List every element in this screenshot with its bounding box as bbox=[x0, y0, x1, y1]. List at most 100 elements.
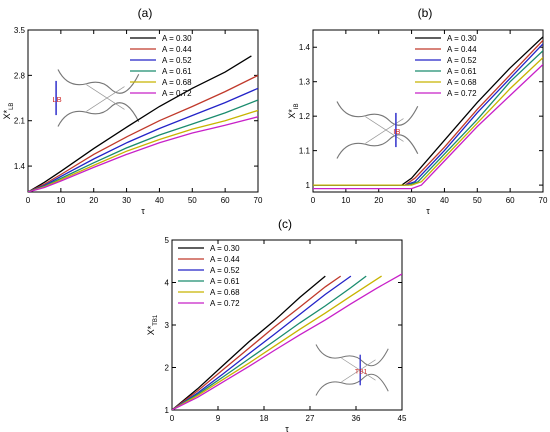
inset-guide-lines bbox=[365, 116, 404, 144]
x-tick-label: 60 bbox=[221, 196, 230, 205]
y-tick-label: 1.2 bbox=[299, 112, 311, 121]
inset-outline bbox=[336, 101, 419, 159]
x-tick-label: 40 bbox=[440, 196, 449, 205]
series-line-0 bbox=[172, 275, 326, 410]
inset-label: IB bbox=[393, 127, 400, 136]
x-tick-label: 10 bbox=[56, 196, 65, 205]
legend-entry-1: A = 0.44 bbox=[447, 45, 477, 54]
series-group bbox=[28, 55, 258, 192]
panel-0: (a) 0 10 20 30 40 50 60 70 1.4 2.1 2.8 3.5 τ X*LB LB A =… bbox=[2, 6, 263, 216]
legend-entry-2: A = 0.52 bbox=[210, 266, 240, 275]
x-tick-label: 36 bbox=[352, 414, 361, 423]
x-tick-label: 40 bbox=[155, 196, 164, 205]
series-line-5 bbox=[313, 64, 543, 190]
series-line-1 bbox=[28, 74, 258, 192]
inset-guide-lines bbox=[341, 357, 376, 383]
series-line-1 bbox=[313, 39, 543, 186]
legend-entry-5: A = 0.72 bbox=[447, 89, 477, 98]
inset-guide-lines bbox=[86, 84, 125, 112]
panel-label: (c) bbox=[278, 217, 292, 231]
y-axis-label-subscript: IB bbox=[294, 103, 300, 109]
y-tick-label: 3 bbox=[165, 321, 170, 330]
legend-entry-5: A = 0.72 bbox=[210, 299, 240, 308]
x-tick-label: 70 bbox=[539, 196, 548, 205]
series-line-2 bbox=[172, 275, 352, 410]
legend-entry-2: A = 0.52 bbox=[162, 56, 192, 65]
legend-entry-4: A = 0.68 bbox=[162, 78, 192, 87]
series-line-3 bbox=[28, 99, 258, 192]
legend-entry-2: A = 0.52 bbox=[447, 56, 477, 65]
series-line-3 bbox=[172, 275, 367, 410]
x-tick-label: 50 bbox=[473, 196, 482, 205]
y-tick-label: 1.4 bbox=[14, 162, 26, 171]
y-axis-label-subscript: TB1 bbox=[153, 314, 159, 326]
y-tick-label: 3.5 bbox=[14, 26, 26, 35]
x-tick-label: 27 bbox=[306, 414, 315, 423]
legend-entry-5: A = 0.72 bbox=[162, 89, 192, 98]
x-axis-label: τ bbox=[426, 206, 430, 216]
inset-label: LB bbox=[52, 95, 61, 104]
inset-sketch: LB bbox=[52, 69, 140, 127]
inset-outline bbox=[57, 69, 140, 127]
y-tick-label: 1.3 bbox=[299, 78, 311, 87]
y-axis-label-main: X* bbox=[2, 109, 12, 119]
x-tick-label: 20 bbox=[89, 196, 98, 205]
x-tick-label: 45 bbox=[398, 414, 407, 423]
y-axis-label-group: X*LB bbox=[2, 103, 15, 120]
panel-label: (b) bbox=[418, 6, 433, 20]
x-tick-label: 30 bbox=[407, 196, 416, 205]
y-tick-label: 2.1 bbox=[14, 117, 26, 126]
x-tick-label: 50 bbox=[188, 196, 197, 205]
plot-frame bbox=[27, 29, 259, 193]
y-axis-label-group: X*IB bbox=[287, 103, 300, 118]
legend-entry-3: A = 0.61 bbox=[162, 67, 192, 76]
y-tick-label: 2.8 bbox=[14, 71, 26, 80]
legend-entry-4: A = 0.68 bbox=[447, 78, 477, 87]
legend-entry-1: A = 0.44 bbox=[210, 255, 240, 264]
x-axis-label: τ bbox=[141, 206, 145, 216]
panel-label: (a) bbox=[138, 6, 153, 20]
legend-entry-4: A = 0.68 bbox=[210, 288, 240, 297]
series-group bbox=[172, 273, 402, 410]
panel-1: (b)0 10 20 30 40 50 60 7011.11.21.31.4τX*IBIBA … bbox=[287, 6, 548, 216]
y-axis-label-main: X* bbox=[146, 325, 156, 335]
x-tick-label: 60 bbox=[506, 196, 515, 205]
x-tick-label: 0 bbox=[311, 196, 316, 205]
inset-outline bbox=[315, 344, 389, 396]
x-tick-label: 18 bbox=[260, 414, 269, 423]
x-tick-label: 9 bbox=[216, 414, 221, 423]
series-group bbox=[313, 36, 543, 190]
series-line-0 bbox=[313, 36, 543, 186]
y-axis-label-main: X* bbox=[287, 109, 297, 119]
legend-entry-0: A = 0.30 bbox=[210, 244, 240, 253]
x-axis-label: τ bbox=[285, 424, 289, 432]
legend-entry-1: A = 0.44 bbox=[162, 45, 192, 54]
plot-frame bbox=[312, 29, 544, 193]
x-tick-label: 20 bbox=[374, 196, 383, 205]
y-tick-label: 1.1 bbox=[299, 147, 311, 156]
legend-entry-0: A = 0.30 bbox=[162, 34, 192, 43]
legend-entry-0: A = 0.30 bbox=[447, 34, 477, 43]
x-tick-label: 30 bbox=[122, 196, 131, 205]
y-axis-label: X*TB1 bbox=[146, 314, 159, 335]
x-tick-label: 70 bbox=[254, 196, 263, 205]
series-line-5 bbox=[172, 273, 402, 410]
series-line-5 bbox=[28, 116, 258, 192]
x-tick-label: 0 bbox=[26, 196, 31, 205]
y-tick-label: 5 bbox=[165, 236, 170, 245]
y-tick-label: 4 bbox=[165, 279, 170, 288]
x-tick-label: 10 bbox=[341, 196, 350, 205]
series-line-4 bbox=[313, 57, 543, 186]
y-tick-label: 1 bbox=[306, 181, 311, 190]
y-tick-label: 1 bbox=[165, 406, 170, 415]
series-line-4 bbox=[172, 275, 382, 410]
inset-sketch: IB bbox=[336, 101, 419, 159]
series-line-2 bbox=[28, 87, 258, 192]
inset-label: TB1 bbox=[355, 368, 368, 375]
inset-sketch: TB1 bbox=[315, 344, 389, 396]
series-line-1 bbox=[172, 275, 342, 410]
y-tick-label: 2 bbox=[165, 364, 170, 373]
series-line-4 bbox=[28, 109, 258, 192]
